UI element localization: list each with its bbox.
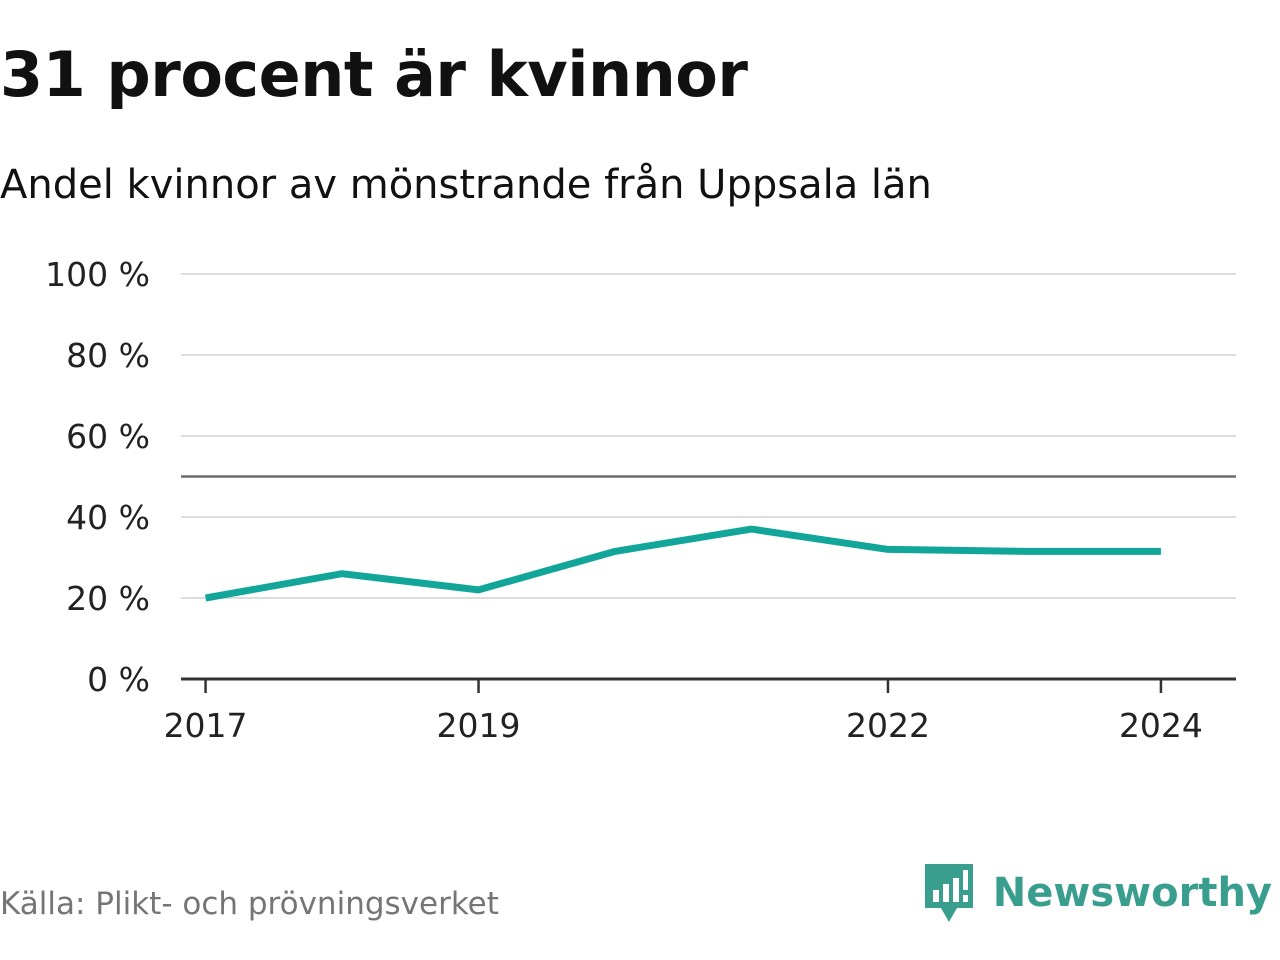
x-axis-tick-labels: 2017 2019 2022 2024: [164, 706, 1203, 745]
x-tick-label-2024: 2024: [1119, 706, 1203, 745]
x-tick-label-2019: 2019: [437, 706, 521, 745]
newsworthy-logo-icon: [924, 864, 973, 922]
line-chart: 0 % 20 % 40 % 60 % 80 % 100 % 2017 2019 2022 202…: [45, 255, 1236, 745]
chart-title: 31 procent är kvinnor: [0, 38, 748, 111]
y-tick-label-20: 20 %: [66, 579, 150, 618]
data-series: [204, 525, 1161, 602]
source-note: Källa: Plikt- och prövningsverket: [0, 886, 499, 922]
x-axis: [181, 677, 1236, 693]
y-tick-label-60: 60 %: [66, 417, 150, 456]
y-tick-label-80: 80 %: [66, 336, 150, 375]
grid-lines: [181, 273, 1236, 599]
x-tick-label-2017: 2017: [164, 706, 248, 745]
y-tick-label-40: 40 %: [66, 498, 150, 537]
brand-name: Newsworthy: [992, 870, 1272, 916]
y-tick-label-0: 0 %: [87, 660, 150, 699]
series-line-0: [204, 525, 1161, 602]
chart-subtitle: Andel kvinnor av mönstrande från Uppsala…: [0, 162, 932, 208]
y-tick-label-100: 100 %: [45, 255, 150, 294]
y-axis-tick-labels: 0 % 20 % 40 % 60 % 80 % 100 %: [45, 255, 150, 699]
newsworthy-logo: Newsworthy: [923, 862, 1272, 924]
x-tick-label-2022: 2022: [846, 706, 930, 745]
